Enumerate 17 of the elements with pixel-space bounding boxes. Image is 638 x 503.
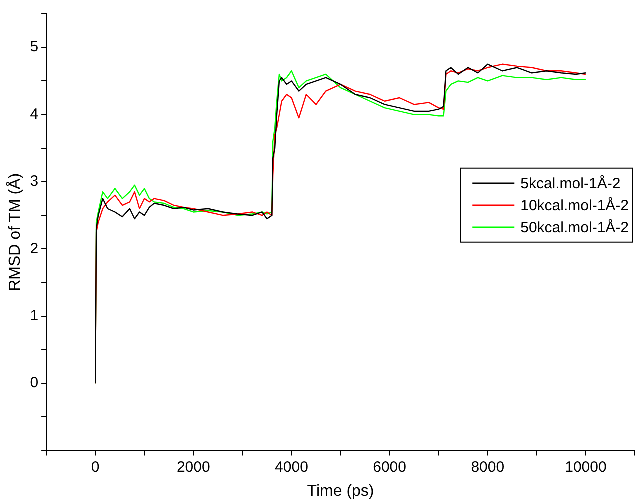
y-tick-label: 3	[30, 173, 39, 190]
legend-label: 10kcal.mol-1Å-2	[520, 196, 630, 215]
y-tick-label: 0	[30, 374, 39, 392]
y-axis-title: RMSD of TM (Å)	[6, 173, 24, 292]
x-tick-label: 10000	[565, 458, 607, 476]
y-tick-label: 2	[30, 240, 39, 258]
y-tick-label: 4	[30, 106, 39, 123]
x-tick-label: 4000	[275, 458, 308, 476]
legend-label: 50kcal.mol-1Å-2	[520, 218, 630, 237]
x-axis-title: Time (ps)	[307, 482, 374, 500]
x-tick-label: 8000	[471, 458, 505, 476]
y-tick-label: 5	[30, 38, 39, 56]
x-tick-label: 2000	[176, 458, 210, 476]
x-tick-label: 6000	[373, 458, 406, 476]
y-tick-label: 1	[30, 308, 39, 325]
x-tick-label: 0	[91, 458, 100, 476]
legend-label: 5kcal.mol-1Å-2	[520, 174, 621, 193]
